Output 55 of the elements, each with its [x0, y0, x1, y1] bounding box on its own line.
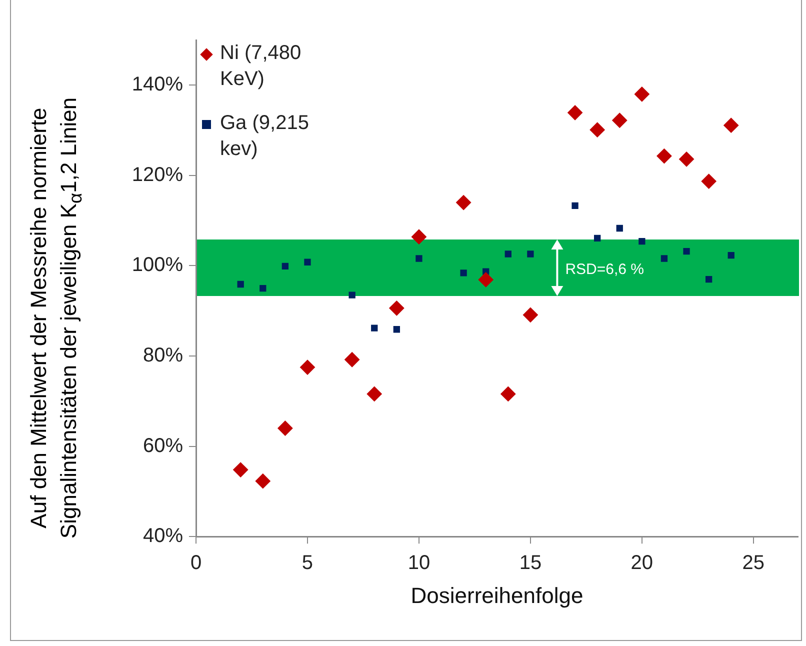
- point: [366, 386, 382, 402]
- y-tick-label: 80%: [142, 344, 184, 367]
- x-tick-label: 10: [408, 552, 430, 574]
- point: [679, 152, 694, 167]
- y-tick-label: 60%: [142, 434, 184, 457]
- point: [393, 326, 400, 333]
- point: [728, 252, 734, 259]
- point: [344, 352, 360, 368]
- annotation: RSD=6,6 %: [565, 260, 644, 278]
- point: [300, 360, 315, 375]
- point: [260, 284, 266, 292]
- point: [590, 122, 605, 138]
- point: [568, 105, 583, 120]
- point: [701, 174, 716, 189]
- point: [371, 324, 378, 332]
- point: [255, 474, 270, 489]
- x-tick-label: 15: [519, 552, 542, 574]
- point: [233, 462, 248, 478]
- x-tick-label: 5: [302, 552, 314, 574]
- point: [411, 229, 426, 244]
- point: [456, 195, 472, 210]
- point: [282, 262, 289, 270]
- point: [612, 112, 628, 128]
- point: [616, 224, 623, 232]
- point: [724, 118, 739, 133]
- point: [594, 234, 601, 242]
- point: [278, 420, 293, 436]
- point: [572, 202, 578, 210]
- point: [416, 255, 422, 262]
- point: [638, 238, 646, 245]
- point: [522, 307, 538, 322]
- x-axis-title: Dosierreihenfolge: [410, 582, 584, 608]
- x-tick-label: 0: [190, 552, 202, 574]
- point: [705, 276, 712, 283]
- point: [237, 280, 244, 288]
- y-tick-label: 140%: [132, 74, 184, 96]
- point: [656, 148, 672, 164]
- point: [348, 292, 356, 298]
- point: [527, 250, 534, 258]
- legend-label: Ni (7,480 KeV): [220, 41, 302, 92]
- point: [389, 300, 404, 316]
- x-tick-label: 25: [742, 552, 765, 574]
- point: [460, 270, 467, 276]
- x-tick-label: 20: [630, 552, 654, 574]
- point: [634, 86, 650, 102]
- point: [504, 250, 512, 258]
- point: [304, 258, 311, 266]
- y-tick-label: 40%: [142, 525, 184, 548]
- y-tick-label: 120%: [132, 164, 184, 186]
- point: [500, 386, 516, 402]
- legend-label: Ga (9,215 kev): [220, 111, 310, 162]
- point: [683, 248, 690, 255]
- point: [660, 255, 668, 262]
- y-tick-label: 100%: [132, 254, 184, 276]
- point: [478, 272, 494, 288]
